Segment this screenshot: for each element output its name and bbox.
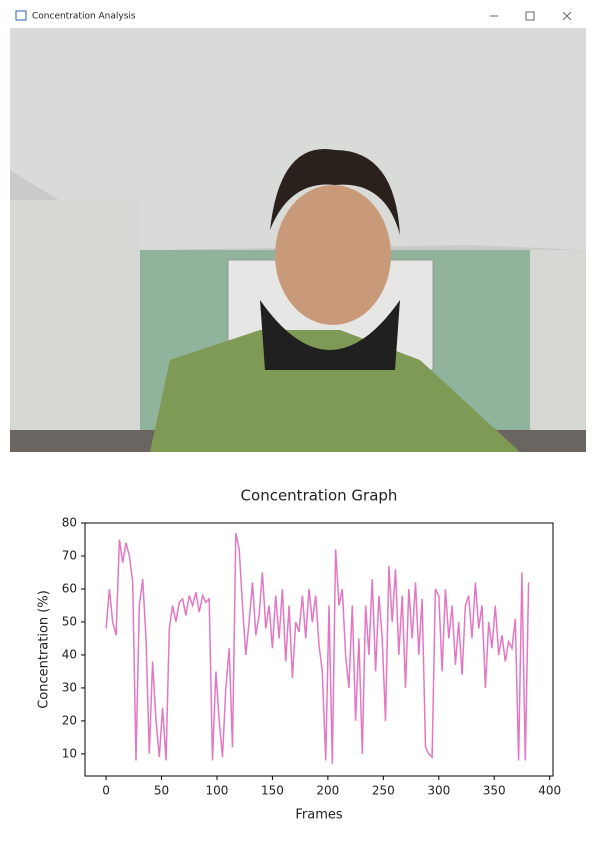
x-tick-label: 250 — [372, 784, 395, 798]
x-tick-label: 300 — [427, 784, 450, 798]
y-tick-label: 80 — [62, 516, 77, 530]
y-tick-label: 60 — [62, 581, 77, 595]
y-axis-label: Concentration (%) — [37, 590, 52, 709]
app-icon — [15, 10, 27, 21]
y-tick-label: 20 — [62, 713, 77, 727]
x-tick-label: 350 — [483, 784, 506, 798]
x-tick-label: 0 — [102, 784, 110, 798]
title-bar — [0, 0, 600, 28]
x-axis-label: Frames — [295, 808, 343, 823]
close[interactable] — [562, 11, 572, 21]
data-line — [105, 532, 530, 764]
y-tick-label: 40 — [62, 647, 77, 661]
y-tick-label: 10 — [62, 746, 77, 760]
plot-frame — [84, 522, 554, 777]
x-tick-label: 50 — [154, 784, 169, 798]
maximize[interactable] — [525, 11, 535, 21]
window-title: Concentration Analysis — [32, 12, 136, 22]
y-tick-label: 70 — [62, 548, 77, 562]
x-tick-label: 200 — [316, 784, 339, 798]
chart-title: Concentration Graph — [241, 487, 398, 505]
x-tick-label: 100 — [206, 784, 229, 798]
y-tick-label: 50 — [62, 614, 77, 628]
x-tick-label: 150 — [261, 784, 284, 798]
y-tick-label: 30 — [62, 680, 77, 694]
webcam-frame — [10, 28, 586, 452]
x-tick-label: 400 — [538, 784, 561, 798]
